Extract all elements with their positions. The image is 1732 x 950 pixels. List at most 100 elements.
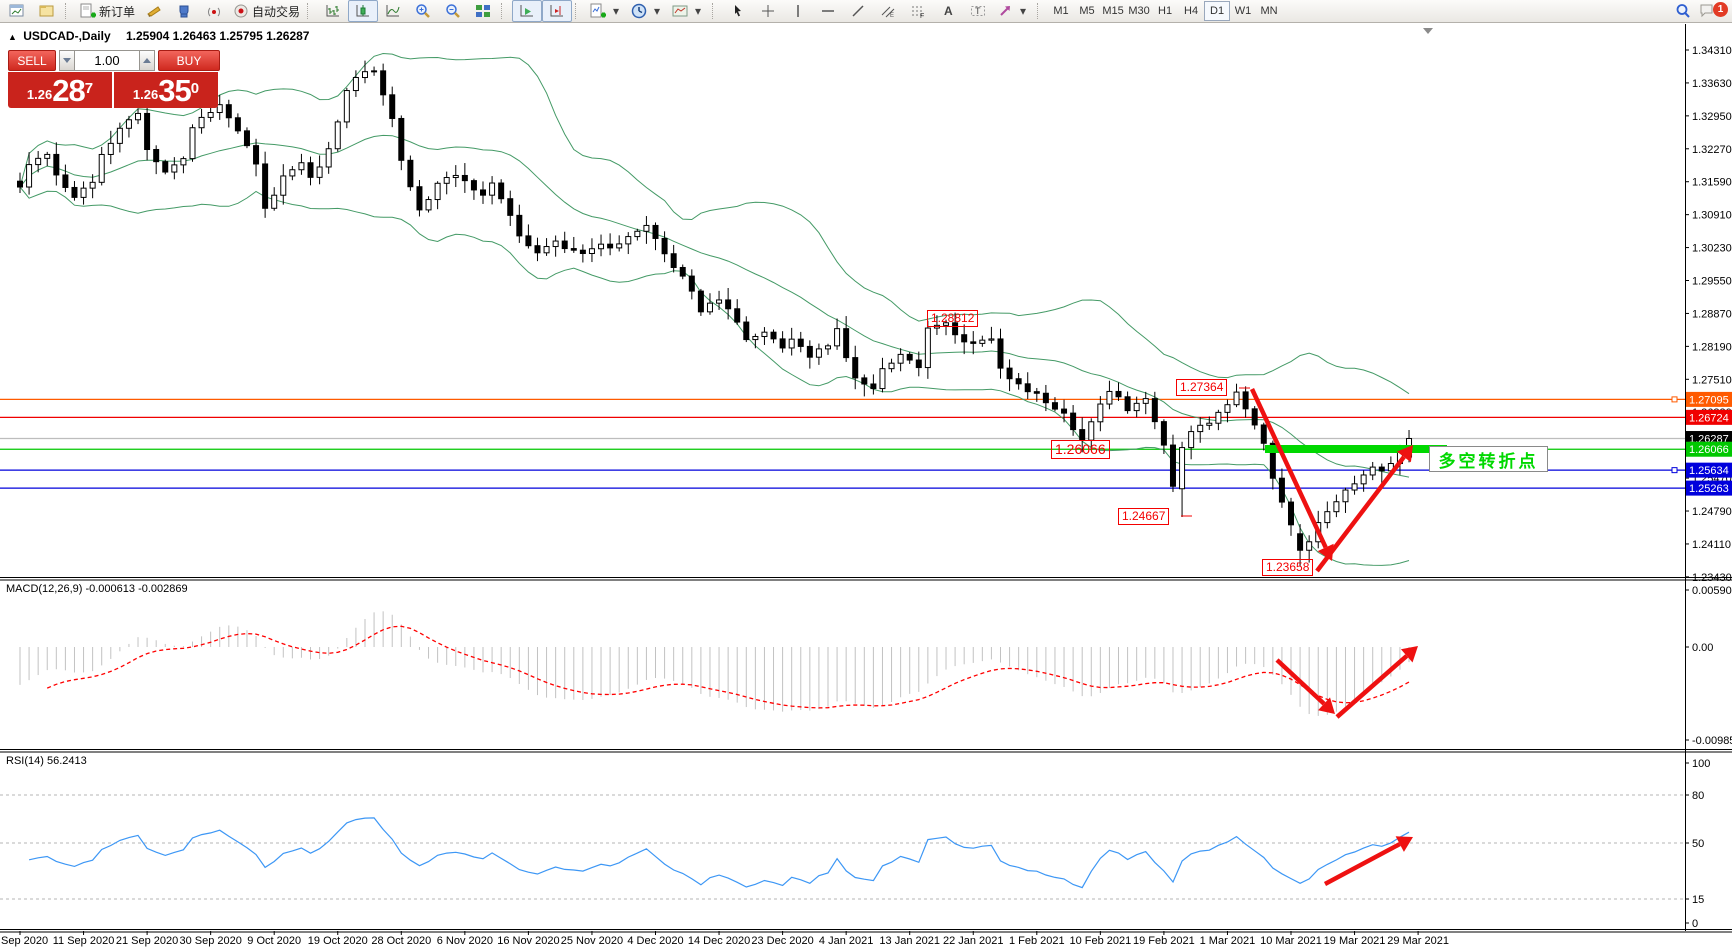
- notifications-button[interactable]: 1: [1698, 1, 1732, 21]
- new-chart-button[interactable]: [2, 0, 32, 22]
- periods-button[interactable]: ▾: [627, 0, 668, 22]
- text-tool-button[interactable]: A: [933, 0, 963, 22]
- buy-price-pip: 0: [190, 80, 200, 97]
- svg-text:1.28190: 1.28190: [1692, 341, 1732, 353]
- price-annotation[interactable]: 1.24667: [1118, 508, 1170, 525]
- toolbar-separator: [65, 3, 72, 19]
- toolbar-separator: [307, 3, 314, 19]
- volume-increase-button[interactable]: [139, 50, 155, 71]
- timeframe-m5[interactable]: M5: [1079, 5, 1095, 17]
- bar-chart-mode-button[interactable]: [318, 0, 348, 22]
- autotrading-button[interactable]: 自动交易: [229, 0, 304, 22]
- chart-canvas[interactable]: 1.34310 1.33630 1.32950 1.32270 1.31590 1.309…: [0, 24, 1732, 950]
- candle-chart-mode-button[interactable]: [348, 0, 379, 22]
- profiles-button[interactable]: [32, 0, 62, 22]
- price-annotation[interactable]: 1.27364: [1176, 379, 1228, 396]
- svg-text:16 Nov 2020: 16 Nov 2020: [497, 935, 559, 947]
- svg-text:50: 50: [1692, 838, 1704, 850]
- text-label-tool-button[interactable]: T: [963, 0, 993, 22]
- volume-input[interactable]: 1.00: [75, 50, 139, 71]
- chart-shift-button[interactable]: [542, 0, 573, 22]
- new-chart-icon: [9, 3, 25, 19]
- collapse-arrow-icon[interactable]: ▲: [8, 32, 17, 42]
- timeframe-mn[interactable]: MN: [1260, 5, 1278, 17]
- indicators-gold-button[interactable]: [139, 0, 169, 22]
- price-annotation[interactable]: 1.23658: [1262, 559, 1314, 576]
- svg-text:1.24790: 1.24790: [1692, 506, 1732, 518]
- autotrading-label: 自动交易: [252, 4, 301, 19]
- templates-button[interactable]: ▾: [668, 0, 709, 22]
- svg-text:2 Sep 2020: 2 Sep 2020: [0, 935, 48, 947]
- zoom-in-button[interactable]: [408, 0, 438, 22]
- svg-text:22 Jan 2021: 22 Jan 2021: [943, 935, 1004, 947]
- buy-price-display[interactable]: 1.26 35 0: [114, 72, 218, 108]
- svg-text:1.28870: 1.28870: [1692, 308, 1732, 320]
- tile-windows-button[interactable]: [468, 0, 498, 22]
- svg-text:10 Feb 2021: 10 Feb 2021: [1069, 935, 1131, 947]
- auto-scroll-button[interactable]: [512, 0, 543, 22]
- search-icon: [1675, 3, 1691, 19]
- price-annotation[interactable]: 1.26066: [1051, 440, 1110, 459]
- trend-line-icon: [850, 3, 866, 19]
- add-indicator-button[interactable]: ▾: [586, 0, 627, 22]
- svg-text:25 Nov 2020: 25 Nov 2020: [561, 935, 623, 947]
- line-chart-mode-button[interactable]: [378, 0, 408, 22]
- cursor-tool-button[interactable]: [723, 0, 753, 22]
- signals-button[interactable]: [199, 0, 229, 22]
- toolbar-separator: [501, 3, 508, 19]
- search-button[interactable]: [1668, 0, 1698, 22]
- timeframe-d1[interactable]: D1: [1204, 1, 1231, 21]
- svg-text:100: 100: [1692, 758, 1710, 770]
- channel-tool-button[interactable]: E: [873, 0, 903, 22]
- cursor-icon: [730, 3, 746, 19]
- sell-button[interactable]: SELL: [8, 50, 56, 71]
- crosshair-tool-button[interactable]: [753, 0, 783, 22]
- svg-text:23 Dec 2020: 23 Dec 2020: [751, 935, 813, 947]
- fibonacci-tool-button[interactable]: F: [903, 0, 933, 22]
- svg-text:15: 15: [1692, 894, 1704, 906]
- inbox-button[interactable]: [169, 0, 199, 22]
- sell-price-big: 28: [52, 73, 85, 108]
- svg-text:A: A: [944, 4, 953, 18]
- timeframe-w1[interactable]: W1: [1234, 5, 1252, 17]
- volume-decrease-button[interactable]: [59, 50, 75, 71]
- svg-text:1.25634: 1.25634: [1689, 465, 1729, 477]
- zoom-out-button[interactable]: [438, 0, 468, 22]
- timeframe-m15[interactable]: M15: [1102, 5, 1124, 17]
- buy-button[interactable]: BUY: [158, 50, 220, 71]
- sell-price-display[interactable]: 1.26 28 7: [8, 72, 112, 108]
- notification-badge: 1: [1713, 2, 1728, 17]
- dropdown-arrow-icon: ▾: [1020, 4, 1027, 18]
- new-order-button[interactable]: 新订单: [76, 0, 139, 22]
- svg-text:1 Mar 2021: 1 Mar 2021: [1200, 935, 1256, 947]
- svg-text:E: E: [890, 13, 894, 19]
- dropdown-arrow-icon: ▾: [613, 4, 620, 18]
- toolbar-separator: [575, 3, 582, 19]
- svg-text:1.25263: 1.25263: [1689, 483, 1729, 495]
- timeframe-m30[interactable]: M30: [1128, 5, 1150, 17]
- svg-text:1.23430: 1.23430: [1692, 572, 1732, 584]
- macd-indicator-label: MACD(12,26,9) -0.000613 -0.002869: [6, 583, 188, 595]
- price-annotation[interactable]: 1.28812: [927, 310, 979, 327]
- line-chart-icon: [385, 3, 401, 19]
- trend-line-tool-button[interactable]: [843, 0, 873, 22]
- chart-shift-icon: [549, 3, 565, 19]
- svg-text:1.27510: 1.27510: [1692, 374, 1732, 386]
- horizontal-line-tool-button[interactable]: [813, 0, 843, 22]
- text-label-icon: T: [970, 3, 986, 19]
- svg-text:0.00: 0.00: [1692, 642, 1713, 654]
- chart-window: 1.34310 1.33630 1.32950 1.32270 1.31590 1.309…: [0, 24, 1732, 950]
- timeframe-m1[interactable]: M1: [1053, 5, 1069, 17]
- svg-text:T: T: [975, 6, 981, 16]
- pivot-text-label[interactable]: 多空转折点: [1429, 446, 1548, 472]
- timeframe-h1[interactable]: H1: [1158, 5, 1173, 17]
- crosshair-icon: [760, 3, 776, 19]
- zoom-in-icon: [415, 3, 431, 19]
- shapes-tool-button[interactable]: ▾: [993, 0, 1034, 22]
- rsi-indicator-label: RSI(14) 56.2413: [6, 755, 87, 767]
- periods-clock-icon: [631, 3, 647, 19]
- svg-text:10 Mar 2021: 10 Mar 2021: [1260, 935, 1322, 947]
- toolbar-separator: [712, 3, 719, 19]
- timeframe-h4[interactable]: H4: [1184, 5, 1199, 17]
- vertical-line-tool-button[interactable]: [783, 0, 813, 22]
